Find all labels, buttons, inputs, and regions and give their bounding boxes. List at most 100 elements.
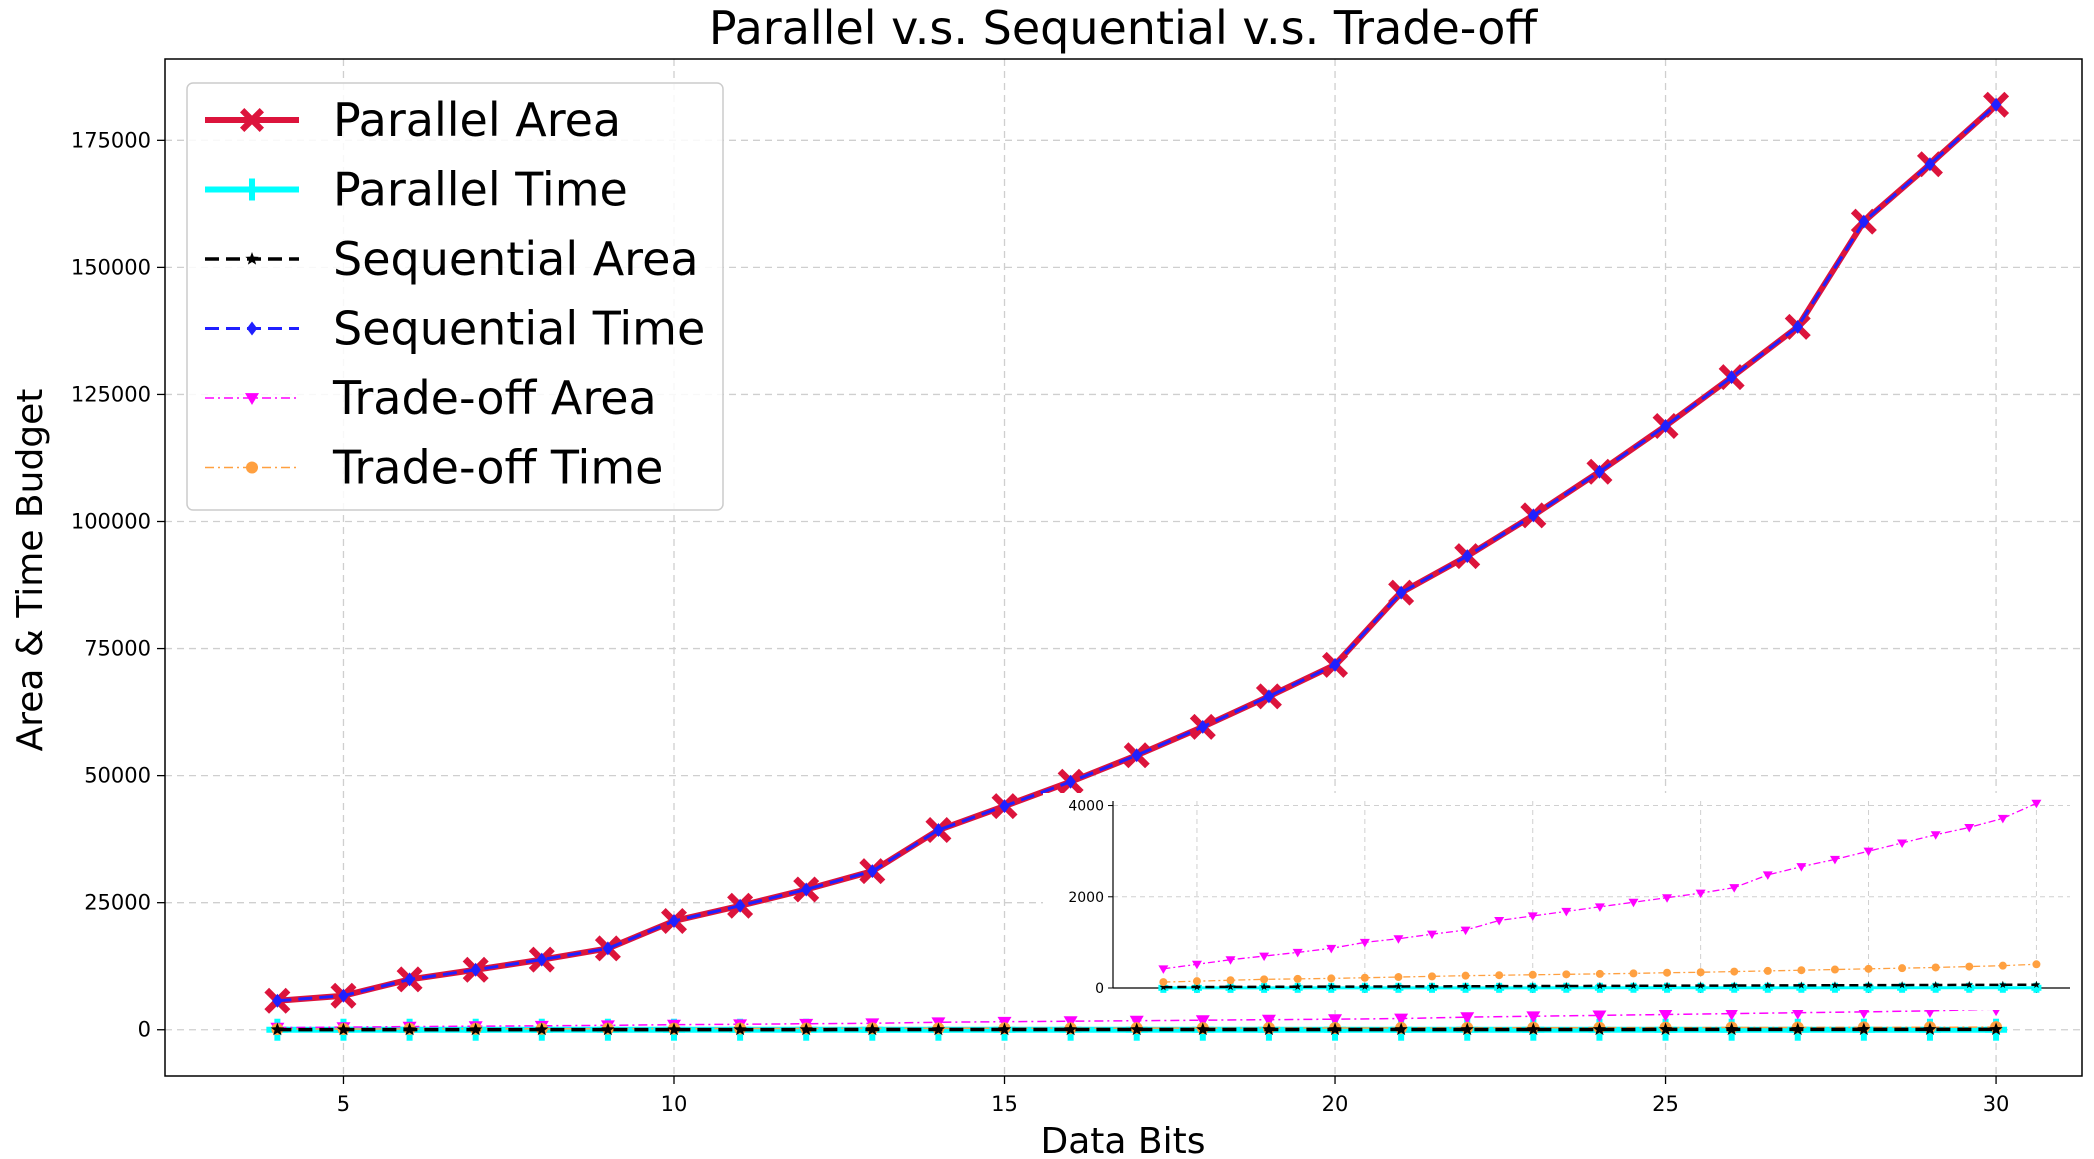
circle-point-marker: [1528, 970, 1537, 979]
triangle-down-point-marker: [1195, 1015, 1210, 1028]
star-point-marker: [1226, 982, 1235, 991]
circle-point-marker: [1159, 978, 1168, 987]
circle-point-marker: [1394, 973, 1403, 982]
x-axis-label: Data Bits: [1041, 1121, 1206, 1159]
star-point-marker: [1592, 1022, 1607, 1036]
triangle-down-point-marker: [1460, 926, 1471, 936]
star-point-marker: [1394, 1022, 1408, 1036]
y-tick-label: 50000: [84, 764, 151, 788]
x-tick-label: 5: [337, 1092, 350, 1116]
circle-point-marker: [1226, 976, 1235, 985]
circle-point-marker: [1293, 974, 1302, 983]
diamond-point-marker: [867, 864, 878, 879]
star-point-marker: [1495, 982, 1503, 990]
triangle-down-point-marker: [1829, 855, 1840, 865]
y-tick-label: 0: [138, 1018, 151, 1042]
main-plot-series: [264, 91, 2010, 1041]
triangle-down-point-marker: [1897, 839, 1908, 848]
star-point-marker: [1696, 981, 1705, 989]
plus-point-marker: [241, 178, 263, 201]
diamond-point-marker: [338, 988, 349, 1003]
star-point-marker: [336, 1022, 351, 1036]
y-tick-label: 75000: [84, 637, 151, 661]
circle-point-marker: [1629, 969, 1638, 978]
star-point-marker: [1857, 1022, 1871, 1036]
inset-zoom-chart: 0 2000 4000: [1043, 793, 2080, 1010]
star-point-marker: [1130, 1022, 1144, 1036]
y-tick-label: 150000: [71, 255, 151, 279]
triangle-down-point-marker: [1594, 903, 1605, 912]
star-point-marker: [1763, 981, 1772, 989]
legend-entry-trade-off-time: Trade-off Time: [205, 441, 663, 495]
legend-label-parallel-time: Parallel Time: [333, 163, 628, 217]
circle-point-marker: [2032, 960, 2041, 969]
triangle-down-point-marker: [1796, 863, 1807, 872]
triangle-down-point-marker: [1662, 894, 1673, 903]
diamond-point-marker: [1131, 748, 1142, 763]
star-point-marker: [1528, 982, 1537, 990]
circle-point-marker: [1763, 966, 1772, 975]
star-point-marker: [1989, 1022, 2003, 1036]
inset-y-tick-label: 0: [1095, 981, 1104, 997]
x-tick-label: 25: [1652, 1092, 1679, 1116]
triangle-down-point-marker: [245, 393, 259, 405]
triangle-down-point-marker: [1326, 944, 1337, 954]
triangle-down-point-marker: [1191, 960, 1202, 970]
diamond-point-marker: [1990, 97, 2002, 112]
star-point-marker: [1293, 982, 1302, 990]
diamond-point-marker: [1858, 214, 1870, 229]
star-point-marker: [997, 1022, 1012, 1036]
triangle-down-point-marker: [1158, 965, 1169, 974]
y-tick-label: 25000: [84, 891, 151, 915]
star-point-marker: [2032, 980, 2041, 988]
star-point-marker: [1965, 980, 1974, 989]
diamond-point-marker: [246, 321, 258, 336]
diamond-point-marker: [734, 898, 746, 913]
triangle-down-point-marker: [1762, 871, 1773, 880]
star-point-marker: [1327, 982, 1336, 990]
diamond-point-marker: [1065, 774, 1076, 789]
triangle-down-point-marker: [1225, 956, 1236, 965]
star-point-marker: [733, 1022, 747, 1036]
diamond-point-marker: [1924, 157, 1936, 172]
legend-entry-parallel-time: Parallel Time: [205, 163, 628, 217]
star-point-marker: [1461, 982, 1470, 990]
legend-entry-sequential-area: Sequential Area: [205, 232, 699, 286]
star-point-marker: [865, 1022, 879, 1036]
triangle-down-point-marker: [1729, 884, 1740, 893]
legend-box: [186, 82, 724, 511]
y-axis-label: Area & Time Budget: [10, 389, 51, 752]
legend-label-trade-off-area: Trade-off Area: [332, 371, 657, 425]
star-point-marker: [1898, 981, 1906, 989]
star-point-marker: [931, 1022, 946, 1036]
diamond-point-marker: [1263, 689, 1275, 704]
star-point-marker: [799, 1022, 813, 1036]
triangle-down-point-marker: [1494, 916, 1505, 926]
circle-point-marker: [1495, 971, 1504, 980]
y-tick-label: 175000: [71, 128, 151, 152]
inset-y-tick-label: 2000: [1068, 890, 1104, 906]
triangle-down-point-marker: [1427, 930, 1437, 940]
main-grid: [165, 59, 2082, 1076]
star-point-marker: [1562, 981, 1571, 990]
legend-entry-parallel-area: Parallel Area: [205, 93, 621, 147]
triangle-down-point-marker: [1259, 952, 1270, 962]
circle-point-marker: [1192, 977, 1201, 986]
y-tick-label: 100000: [71, 510, 151, 534]
star-point-marker: [1923, 1022, 1937, 1036]
circle-point-marker: [1864, 964, 1873, 973]
triangle-down-point-marker: [1526, 1011, 1541, 1024]
circle-point-marker: [1461, 971, 1470, 980]
star-point-marker: [1526, 1022, 1540, 1036]
circle-point-marker: [1797, 966, 1806, 975]
circle-point-marker: [1260, 975, 1269, 984]
diamond-point-marker: [1461, 549, 1473, 564]
diamond-point-marker: [1726, 370, 1737, 385]
series-line-sequential-time: [277, 103, 1998, 1003]
legend: Parallel Area Parallel Time Sequential Are…: [186, 82, 724, 511]
circle-point-marker: [246, 461, 258, 474]
diamond-point-marker: [1792, 319, 1804, 334]
inset-series-trade-off-time: [1159, 960, 2041, 987]
main-plot-frame: [164, 58, 2083, 1077]
inset-series-sequential-area: [1159, 980, 2041, 991]
